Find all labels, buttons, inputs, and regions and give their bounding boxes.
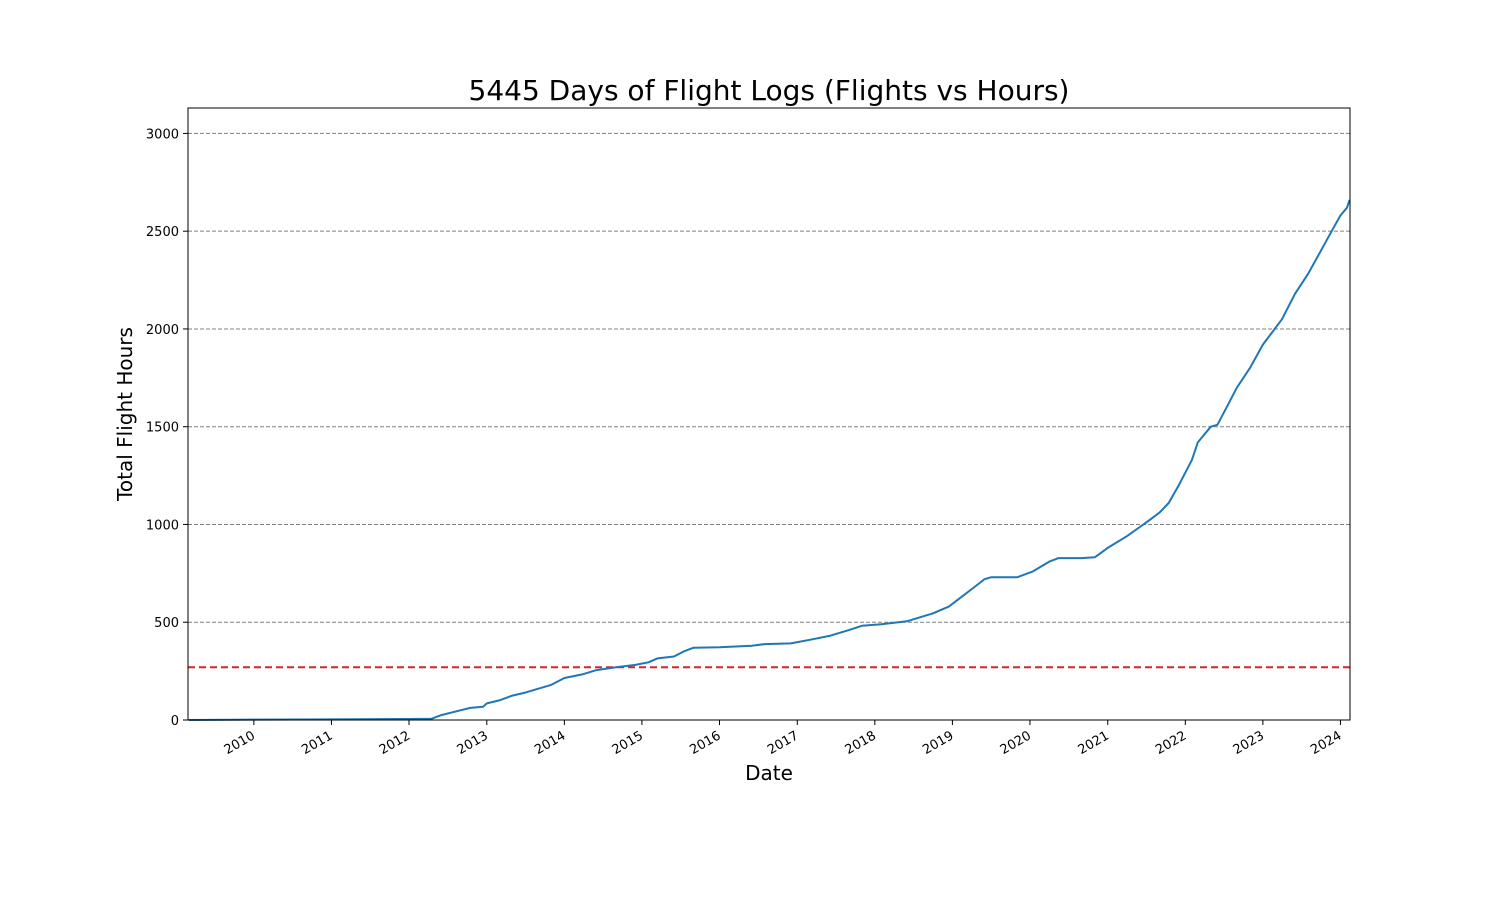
- y-axis-label: Total Flight Hours: [113, 327, 137, 502]
- plot-frame: [187, 107, 1351, 721]
- x-tick-label: 2017: [765, 728, 801, 758]
- x-axis-label: Date: [745, 761, 793, 785]
- x-tick-label: 2014: [532, 728, 568, 758]
- y-tick-label: 1000: [146, 518, 179, 533]
- x-tick-label: 2015: [610, 728, 646, 758]
- x-tick-label: 2013: [455, 728, 491, 758]
- y-tick-label: 2500: [146, 225, 179, 240]
- series-layer: [188, 199, 1351, 721]
- x-tick-label: 2020: [998, 728, 1034, 758]
- x-tick-label: 2018: [843, 728, 879, 758]
- y-tick-label: 2000: [146, 323, 179, 338]
- x-tick-label: 2024: [1308, 728, 1344, 758]
- x-tick-label: 2011: [299, 728, 335, 758]
- y-tick-label: 0: [171, 714, 179, 729]
- y-axis-ticks: 0 500 1000 1500 2000 2500 3000: [146, 127, 188, 729]
- x-axis-ticks: 2010 2011 2012 2013 2014 2015 2016 2017 2018 2019…: [222, 720, 1344, 758]
- series-line: [188, 199, 1351, 721]
- grid-layer: [188, 132, 1350, 623]
- y-tick-label: 3000: [146, 127, 179, 142]
- x-tick-label: 2012: [377, 728, 413, 758]
- x-tick-label: 2016: [687, 728, 723, 758]
- y-tick-label: 1500: [146, 421, 179, 436]
- y-tick-label: 500: [154, 616, 179, 631]
- x-tick-label: 2023: [1231, 728, 1267, 758]
- x-tick-label: 2021: [1076, 728, 1112, 758]
- x-tick-label: 2022: [1153, 728, 1189, 758]
- chart-title: 5445 Days of Flight Logs (Flights vs Hou…: [469, 74, 1070, 107]
- x-tick-label: 2019: [920, 728, 956, 758]
- x-tick-label: 2010: [222, 728, 258, 758]
